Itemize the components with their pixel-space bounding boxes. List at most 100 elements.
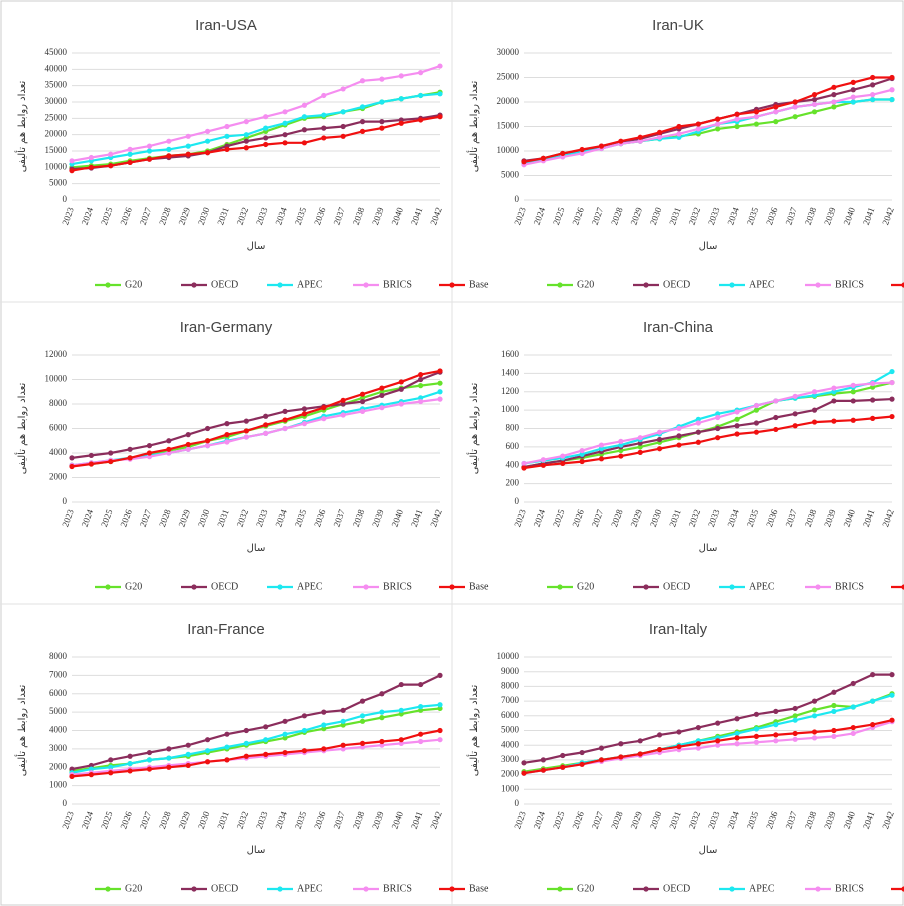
point bbox=[379, 709, 385, 715]
y-tick-label: 2000 bbox=[49, 761, 68, 771]
x-tick-label: 2042 bbox=[428, 810, 444, 830]
chart-title: Iran-France bbox=[187, 621, 265, 638]
point bbox=[715, 414, 721, 421]
point bbox=[359, 78, 366, 84]
point bbox=[379, 742, 385, 748]
legend-marker bbox=[901, 584, 904, 590]
point bbox=[831, 99, 837, 105]
point bbox=[340, 86, 346, 92]
point bbox=[88, 452, 94, 459]
point bbox=[398, 96, 404, 102]
x-axis-label: سال bbox=[247, 543, 266, 554]
point bbox=[521, 760, 527, 766]
point bbox=[521, 770, 527, 776]
x-tick-label: 2026 bbox=[118, 205, 134, 226]
legend-label: APEC bbox=[749, 581, 775, 592]
x-tick-label: 2029 bbox=[176, 507, 192, 528]
point bbox=[715, 116, 721, 122]
point bbox=[88, 164, 94, 170]
y-tick-label: 8000 bbox=[49, 398, 68, 408]
point bbox=[321, 416, 327, 422]
point bbox=[870, 722, 876, 728]
point bbox=[204, 150, 211, 156]
y-tick-label: 0 bbox=[63, 496, 68, 506]
x-tick-label: 2040 bbox=[390, 205, 406, 226]
point bbox=[870, 384, 876, 390]
point bbox=[734, 716, 740, 722]
y-tick-label: 0 bbox=[63, 798, 68, 808]
legend-marker bbox=[191, 584, 197, 590]
point bbox=[127, 768, 133, 774]
y-tick-label: 30000 bbox=[45, 96, 68, 106]
legend-label: G20 bbox=[577, 581, 594, 592]
x-tick-label: 2038 bbox=[351, 205, 367, 226]
series-line bbox=[71, 92, 441, 166]
point bbox=[88, 762, 94, 769]
point bbox=[850, 79, 856, 85]
point bbox=[618, 138, 624, 144]
point bbox=[185, 432, 191, 438]
point bbox=[437, 737, 443, 743]
point bbox=[243, 138, 249, 144]
y-tick-label: 2000 bbox=[501, 769, 520, 779]
point bbox=[715, 720, 721, 726]
y-tick-label: 0 bbox=[515, 798, 520, 808]
x-tick-label: 2035 bbox=[745, 205, 761, 226]
point bbox=[850, 389, 856, 395]
point bbox=[418, 738, 424, 745]
y-tick-label: 1600 bbox=[501, 349, 520, 359]
x-tick-label: 2033 bbox=[706, 809, 722, 830]
point bbox=[166, 138, 172, 144]
point bbox=[831, 702, 837, 709]
y-tick-label: 35000 bbox=[45, 80, 68, 90]
x-tick-label: 2037 bbox=[331, 809, 347, 830]
point bbox=[437, 727, 443, 734]
series-line bbox=[71, 65, 441, 162]
point bbox=[437, 705, 443, 712]
point bbox=[811, 407, 818, 413]
point bbox=[437, 368, 443, 374]
point bbox=[773, 104, 779, 110]
point bbox=[734, 111, 740, 117]
legend-marker bbox=[729, 584, 735, 590]
point bbox=[146, 454, 153, 460]
x-tick-label: 2039 bbox=[370, 205, 386, 226]
point bbox=[146, 148, 153, 154]
point bbox=[166, 764, 172, 770]
point bbox=[656, 134, 663, 140]
point bbox=[418, 70, 424, 76]
point bbox=[540, 155, 546, 161]
point bbox=[715, 411, 721, 417]
y-tick-label: 20000 bbox=[45, 129, 68, 139]
legend-marker bbox=[363, 886, 369, 892]
x-tick-label: 2038 bbox=[351, 507, 367, 528]
point bbox=[282, 731, 288, 737]
point bbox=[127, 753, 133, 759]
point bbox=[850, 724, 856, 731]
point bbox=[301, 102, 308, 108]
point bbox=[734, 409, 740, 415]
point bbox=[224, 757, 230, 763]
point bbox=[69, 773, 75, 780]
point bbox=[108, 163, 114, 169]
legend-label: Base bbox=[469, 883, 489, 894]
x-tick-label: 2031 bbox=[215, 810, 231, 830]
point bbox=[753, 733, 760, 739]
point bbox=[263, 125, 269, 131]
point bbox=[88, 772, 94, 778]
point bbox=[656, 732, 663, 738]
point bbox=[831, 689, 837, 695]
point bbox=[715, 738, 721, 744]
x-tick-label: 2039 bbox=[822, 205, 838, 226]
point bbox=[127, 159, 133, 166]
point bbox=[831, 385, 837, 391]
point bbox=[753, 726, 760, 732]
point bbox=[521, 460, 527, 467]
legend-label: BRICS bbox=[383, 581, 412, 592]
point bbox=[185, 133, 191, 139]
point bbox=[850, 680, 856, 687]
point bbox=[166, 746, 172, 752]
point bbox=[379, 392, 385, 399]
legend-marker bbox=[729, 282, 735, 288]
point bbox=[889, 74, 895, 81]
